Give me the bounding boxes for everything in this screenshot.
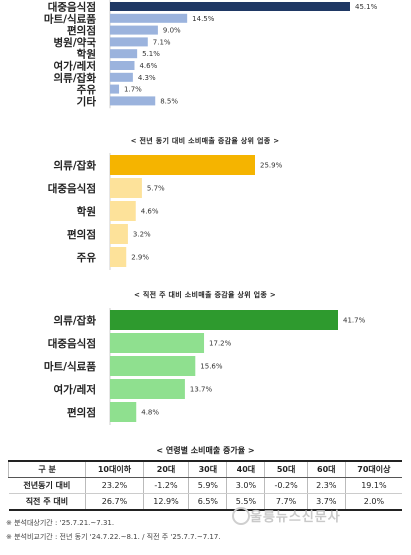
data-label: 25.9% — [260, 162, 283, 170]
data-label: 7.1% — [153, 38, 171, 46]
category-label: 의류/잡화 — [54, 314, 97, 327]
bar — [110, 49, 138, 59]
bar — [110, 356, 196, 376]
table-row-label: 직전 주 대비 — [25, 497, 69, 506]
table-header-cell: 40대 — [226, 461, 265, 478]
table-cell: 3.7% — [306, 493, 346, 510]
chart-yoy-svg: < 전년 동기 대비 소비매출 증감율 상위 업종 > 의류/잡화 25.9% 대중음… — [48, 136, 283, 270]
table-cell: 2.0% — [344, 493, 402, 510]
table-cell: 23.2% — [85, 477, 144, 494]
bar — [110, 13, 188, 23]
category-label: 편의점 — [67, 406, 96, 419]
bar — [110, 25, 158, 35]
table-cell: 7.7% — [264, 493, 308, 510]
footnote-period: ※ 분석대상기간 : '25.7.21.~7.31. — [6, 519, 115, 527]
bar — [110, 379, 185, 399]
data-label: 17.2% — [209, 340, 232, 348]
table-cell: 5.5% — [226, 493, 265, 510]
bar — [110, 72, 133, 82]
data-label: 15.6% — [200, 363, 223, 371]
category-label: 여가/레저 — [54, 60, 96, 73]
category-label: 마트/식료품 — [44, 12, 96, 25]
table-header-row: 구 분 10대이하 20대 30대 40대 50대 60대 70대이상 — [7, 461, 402, 478]
category-label: 대중음식점 — [48, 1, 96, 14]
watermark-logo-icon — [232, 507, 250, 525]
category-label: 대중음식점 — [48, 337, 96, 350]
category-label: 편의점 — [67, 228, 96, 241]
data-label: 1.7% — [124, 86, 142, 94]
age-growth-table: 구 분 10대이하 20대 30대 40대 50대 60대 70대이상 전년동기… — [7, 460, 402, 511]
category-label: 기타 — [77, 95, 97, 108]
bar — [110, 247, 127, 267]
bar — [110, 201, 136, 221]
category-label: 의류/잡화 — [54, 159, 97, 172]
bar — [110, 37, 148, 47]
data-label: 3.2% — [133, 231, 151, 239]
table-cell: 6.5% — [188, 493, 227, 510]
table-cell: 26.7% — [85, 493, 144, 510]
category-label: 편의점 — [67, 24, 96, 37]
data-label: 5.1% — [142, 50, 160, 58]
table-header-cell: 60대 — [306, 461, 346, 478]
category-label: 주유 — [77, 252, 97, 264]
data-label: 14.5% — [192, 15, 215, 23]
table-row: 직전 주 대비 26.7% 12.9% 6.5% 5.5% 7.7% 3.7% … — [9, 493, 402, 510]
category-label: 여가/레저 — [54, 383, 96, 396]
chart-wow-svg: < 직전 주 대비 소비매출 증감율 상위 업종 > 의류/잡화 41.7% 대중음식… — [44, 290, 366, 425]
bar — [110, 333, 205, 353]
table-header-cell: 구 분 — [7, 461, 86, 478]
data-label: 5.7% — [147, 185, 165, 193]
category-label: 마트/식료품 — [44, 360, 96, 373]
bar — [110, 224, 128, 244]
category-label: 학원 — [77, 205, 96, 218]
footnote-compare: ※ 분석비교기간 : 전년 동기 '24.7.22.~8.1. / 직전 주 '… — [6, 533, 221, 541]
category-label: 의류/잡화 — [54, 71, 97, 84]
table-header-cell: 30대 — [188, 461, 227, 478]
data-label: 9.0% — [163, 27, 181, 35]
data-label: 41.7% — [343, 317, 366, 325]
table-cell: -0.2% — [264, 477, 308, 494]
category-label: 대중음식점 — [48, 182, 96, 195]
watermark-text: 울릉뉴스신문사 — [250, 510, 341, 525]
bar — [110, 2, 350, 11]
bar — [110, 402, 137, 422]
age-table-title: < 연령별 소비매출 증가율 > — [156, 446, 255, 455]
bar — [110, 310, 338, 330]
table-cell: 19.1% — [344, 477, 402, 494]
table-row: 전년동기 대비 23.2% -1.2% 5.9% 3.0% -0.2% 2.3%… — [8, 477, 402, 494]
category-label: 학원 — [77, 48, 96, 61]
table-row-label: 전년동기 대비 — [8, 477, 86, 494]
table-header-cell: 20대 — [142, 461, 189, 478]
chart-title: < 전년 동기 대비 소비매출 증감율 상위 업종 > — [131, 136, 280, 145]
category-label: 주유 — [77, 84, 97, 96]
table-header-cell: 10대이하 — [85, 461, 144, 478]
data-label: 2.9% — [131, 254, 149, 262]
footnotes: ※ 분석대상기간 : '25.7.21.~7.31. ※ 분석비교기간 : 전년… — [6, 516, 221, 544]
chart-top-sales-share: 대중음식점 45.1% 마트/식료품 14.5% 편의점 9.0% 병원/약국 7.1% 학원 5… — [0, 0, 411, 115]
data-label: 4.6% — [139, 62, 157, 70]
table-cell: -1.2% — [142, 477, 189, 494]
data-label: 13.7% — [190, 386, 213, 394]
bar — [110, 178, 142, 198]
data-label: 4.6% — [141, 208, 159, 216]
data-label: 45.1% — [355, 3, 378, 11]
bar — [110, 155, 255, 175]
data-label: 4.3% — [138, 74, 156, 82]
table-cell: 5.9% — [188, 477, 227, 494]
table-cell: 12.9% — [142, 493, 189, 510]
table-header-cell: 50대 — [264, 461, 308, 478]
table-header-cell: 70대이상 — [344, 461, 402, 478]
table-cell: 2.3% — [306, 477, 346, 494]
table-cell: 3.0% — [226, 477, 265, 494]
chart-title: < 직전 주 대비 소비매출 증감율 상위 업종 > — [134, 290, 276, 299]
data-label: 8.5% — [160, 97, 178, 105]
bar — [110, 61, 135, 70]
category-label: 병원/약국 — [54, 36, 97, 49]
bar — [110, 84, 120, 94]
bar — [110, 96, 156, 106]
chart-yoy-growth: < 전년 동기 대비 소비매출 증감율 상위 업종 > 의류/잡화 25.9% 대중음… — [0, 135, 411, 270]
chart-wow-growth: < 직전 주 대비 소비매출 증감율 상위 업종 > 의류/잡화 41.7% 대중음식… — [0, 288, 411, 428]
chart-top-svg: 대중음식점 45.1% 마트/식료품 14.5% 편의점 9.0% 병원/약국 7.1% 학원 5… — [44, 0, 378, 109]
data-label: 4.8% — [141, 409, 159, 417]
